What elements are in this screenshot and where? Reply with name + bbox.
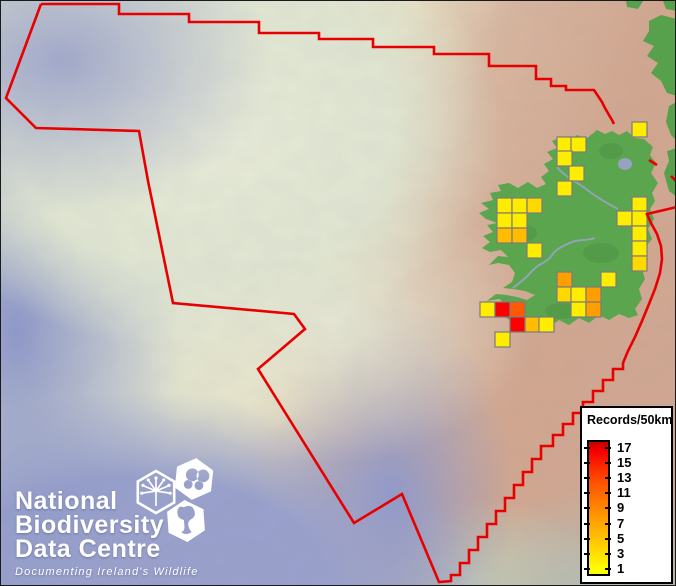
legend-tick-label: 9 <box>617 500 625 516</box>
seahorse-icon <box>167 500 205 542</box>
grid-cell-50km[interactable] <box>511 227 528 244</box>
boundary-north-segment <box>41 2 616 125</box>
grid-cell-50km[interactable] <box>494 301 511 318</box>
grid-cell-50km[interactable] <box>556 180 573 197</box>
records-grid-layer <box>479 121 648 348</box>
grid-cell-50km[interactable] <box>631 196 648 213</box>
grid-cell-50km[interactable] <box>631 121 648 138</box>
legend-tick-mark <box>605 552 611 555</box>
butterfly-icon <box>174 458 214 500</box>
grid-cell-50km[interactable] <box>479 301 496 318</box>
legend-tick-mark <box>584 477 590 480</box>
legend-tick-mark <box>584 552 590 555</box>
nbdc-logo: National Biodiversity Data Centre Docume… <box>15 458 275 578</box>
grid-cell-50km[interactable] <box>585 301 602 318</box>
grid-cell-50km[interactable] <box>509 301 526 318</box>
nbdc-hexagons <box>128 457 238 564</box>
legend-tick-mark <box>605 567 611 570</box>
grid-cell-50km[interactable] <box>616 210 633 227</box>
grid-cell-50km[interactable] <box>556 271 573 288</box>
grid-cell-50km[interactable] <box>524 316 541 333</box>
legend-tick-mark <box>584 462 590 465</box>
legend-tick-label: 17 <box>617 440 632 455</box>
legend-tick-label: 5 <box>617 530 625 546</box>
legend-tick-mark <box>584 567 590 570</box>
grid-cell-50km[interactable] <box>631 225 648 242</box>
legend-tick-label: 15 <box>617 455 632 471</box>
grid-cell-50km[interactable] <box>509 316 526 333</box>
grid-cell-50km[interactable] <box>496 227 513 244</box>
grid-cell-50km[interactable] <box>631 255 648 272</box>
legend-tick-mark <box>584 507 590 510</box>
grid-cell-50km[interactable] <box>556 150 573 167</box>
legend-tick-label: 1 <box>617 560 625 576</box>
legend-tick-mark <box>605 447 611 449</box>
grid-cell-50km[interactable] <box>570 301 587 318</box>
logo-name-line: Biodiversity <box>15 511 165 539</box>
grid-cell-50km[interactable] <box>526 197 543 214</box>
logo-tagline: Documenting Ireland's Wildlife <box>15 566 199 578</box>
legend-tick-mark <box>605 522 611 525</box>
legend-tick-mark <box>584 492 590 495</box>
legend-tick-mark <box>605 507 611 510</box>
tree-icon <box>136 469 176 515</box>
grid-cell-50km[interactable] <box>568 165 585 182</box>
legend: Records/50km 17 15 13 11 9 7 5 3 1 <box>580 406 673 584</box>
grid-cell-50km[interactable] <box>570 286 587 303</box>
grid-cell-50km[interactable] <box>511 212 528 229</box>
britain-landmass <box>626 1 675 196</box>
legend-tick-label: 11 <box>617 485 631 501</box>
legend-tick-label: 13 <box>617 470 632 486</box>
grid-cell-50km[interactable] <box>494 331 511 348</box>
grid-cell-50km[interactable] <box>496 197 513 214</box>
grid-cell-50km[interactable] <box>526 242 543 259</box>
legend-tick-mark <box>605 537 611 540</box>
boundary-north-channel-dash <box>648 158 658 167</box>
legend-title: Records/50km <box>587 413 673 427</box>
grid-cell-50km[interactable] <box>511 197 528 214</box>
legend-tick-label: 7 <box>617 515 625 531</box>
legend-tick-mark <box>605 462 611 465</box>
grid-cell-50km[interactable] <box>556 136 573 153</box>
river-lines <box>512 166 619 289</box>
boundary-main-segment <box>4 3 675 584</box>
grid-cell-50km[interactable] <box>585 286 602 303</box>
lough-neagh <box>618 158 632 170</box>
grid-cell-50km[interactable] <box>556 286 573 303</box>
legend-tick-mark <box>605 492 611 495</box>
grid-cell-50km[interactable] <box>631 240 648 257</box>
logo-name-line: Data Centre <box>15 535 161 563</box>
legend-tick-mark <box>584 537 590 540</box>
grid-cell-50km[interactable] <box>496 212 513 229</box>
grid-cell-50km[interactable] <box>631 210 648 227</box>
boundary-north-channel-dash <box>670 175 675 182</box>
grid-cell-50km[interactable] <box>600 271 617 288</box>
logo-name-line: National <box>15 487 118 515</box>
legend-tick-mark <box>584 522 590 525</box>
grid-cell-50km[interactable] <box>570 136 587 153</box>
grid-cell-50km[interactable] <box>538 316 555 333</box>
eez-boundary-line <box>4 2 675 584</box>
legend-tick-mark <box>584 447 590 449</box>
legend-tick-label: 3 <box>617 545 625 561</box>
legend-tick-mark <box>605 477 611 480</box>
